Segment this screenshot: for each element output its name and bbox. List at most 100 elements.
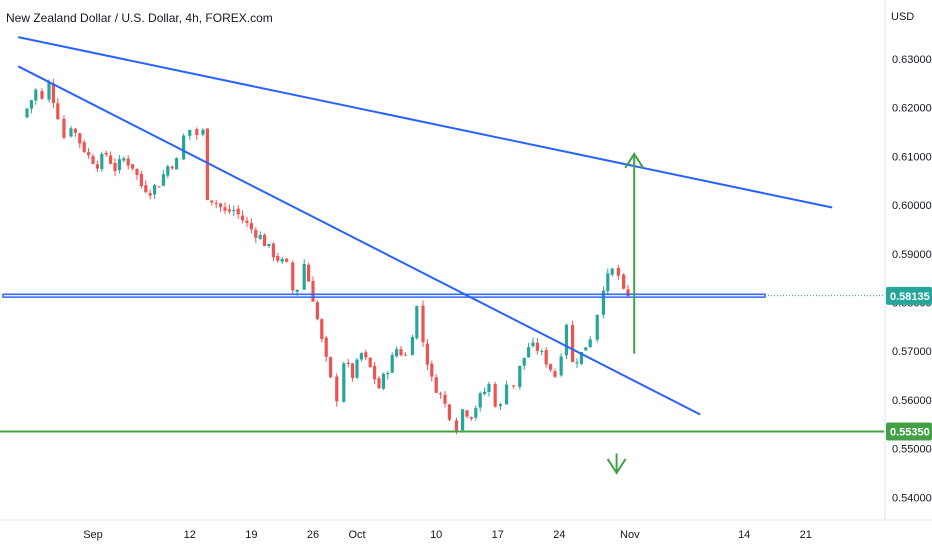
time-tick-label: 12 bbox=[184, 529, 196, 541]
candle-body bbox=[188, 129, 192, 136]
candle-body bbox=[126, 158, 130, 166]
candle-body bbox=[271, 243, 275, 258]
candle-body bbox=[579, 351, 583, 364]
candle-body bbox=[104, 152, 108, 155]
price-badge-label: 0.55350 bbox=[890, 427, 930, 439]
price-tick-label: 0.57000 bbox=[892, 346, 932, 358]
candle-body bbox=[227, 209, 231, 212]
candle-body bbox=[307, 264, 311, 282]
candle-body bbox=[595, 314, 599, 340]
candle-body bbox=[263, 234, 267, 247]
candle-body bbox=[122, 158, 126, 161]
candle-body bbox=[135, 168, 139, 175]
candle-body bbox=[73, 128, 77, 133]
candle-body bbox=[148, 193, 152, 196]
candle-body bbox=[487, 384, 491, 392]
candle-body bbox=[285, 258, 289, 262]
candle-body bbox=[377, 378, 381, 389]
candle-body bbox=[166, 166, 170, 176]
candle-body bbox=[447, 404, 451, 420]
time-tick-label: 24 bbox=[553, 529, 565, 541]
time-axis[interactable]: Sep 12 19 26 Oct 10 17 24 Nov 14 21 bbox=[83, 529, 812, 541]
candle-body bbox=[201, 129, 205, 135]
candle-body bbox=[564, 324, 569, 356]
candle-body bbox=[364, 352, 368, 358]
candle-body bbox=[34, 89, 38, 101]
candle-body bbox=[320, 319, 324, 339]
candle-body bbox=[100, 153, 104, 170]
candle-body bbox=[355, 359, 359, 378]
candle-body bbox=[461, 409, 465, 431]
candle-body bbox=[78, 133, 82, 144]
candle-body bbox=[443, 394, 447, 404]
candle-body bbox=[483, 391, 487, 395]
candle-body bbox=[390, 355, 394, 373]
candle-body bbox=[421, 305, 425, 343]
candle-body bbox=[315, 302, 319, 320]
time-tick-label: 21 bbox=[800, 529, 812, 541]
candle-body bbox=[540, 350, 544, 352]
candle-body bbox=[254, 229, 258, 238]
trendline[interactable] bbox=[17, 36, 833, 209]
candle-body bbox=[588, 339, 592, 348]
candle-body bbox=[544, 350, 548, 365]
candle-body bbox=[399, 349, 403, 356]
price-tick-label: 0.56000 bbox=[892, 395, 932, 407]
candle-body bbox=[584, 347, 588, 351]
candle-body bbox=[430, 363, 434, 377]
time-tick-label: 19 bbox=[245, 529, 257, 541]
candle-body bbox=[236, 208, 240, 215]
time-tick-label: 14 bbox=[738, 529, 750, 541]
price-tick-label: 0.63000 bbox=[892, 54, 932, 66]
candle-body bbox=[295, 289, 299, 292]
candle-body bbox=[381, 373, 385, 389]
candle-body bbox=[131, 164, 135, 169]
resistance-band[interactable] bbox=[2, 293, 766, 298]
candle-body bbox=[549, 364, 553, 370]
time-tick-label: Nov bbox=[620, 529, 640, 541]
price-tick-label: 0.54000 bbox=[892, 492, 932, 504]
candle-body bbox=[616, 267, 620, 276]
candle-body bbox=[161, 174, 165, 186]
candle-body bbox=[403, 354, 407, 356]
candle-body bbox=[91, 156, 95, 164]
price-tick-label: 0.59000 bbox=[892, 249, 932, 261]
candle-body bbox=[465, 410, 469, 417]
candle-body bbox=[249, 223, 253, 230]
trendline[interactable] bbox=[17, 65, 701, 416]
candle-body bbox=[351, 363, 355, 378]
candle-body bbox=[195, 129, 199, 136]
candle-body bbox=[522, 357, 526, 366]
candle-body bbox=[25, 108, 29, 118]
candle-body bbox=[56, 103, 60, 120]
candle-body bbox=[505, 384, 509, 405]
candle-body bbox=[210, 200, 214, 203]
price-tick-label: 0.61000 bbox=[892, 151, 932, 163]
candle-body bbox=[175, 158, 179, 170]
candle-body bbox=[258, 235, 262, 239]
candle-body bbox=[527, 347, 531, 358]
candle-body bbox=[386, 373, 390, 375]
arrow-head bbox=[624, 152, 645, 169]
arrow-head bbox=[606, 458, 627, 475]
candle-body bbox=[276, 255, 280, 261]
price-badges: 0.58135 0.55350 bbox=[886, 286, 932, 441]
candle-body bbox=[622, 274, 626, 289]
candle-body bbox=[553, 371, 557, 377]
candle-body bbox=[425, 343, 429, 365]
candles-layer bbox=[25, 78, 630, 435]
candle-body bbox=[205, 128, 209, 200]
candle-body bbox=[342, 363, 346, 402]
time-tick-label: Oct bbox=[348, 529, 365, 541]
candle-body bbox=[87, 152, 91, 156]
candle-body bbox=[153, 185, 157, 195]
candle-body bbox=[280, 258, 284, 262]
candle-body bbox=[359, 353, 363, 360]
candle-body bbox=[601, 290, 605, 315]
candle-body bbox=[219, 203, 223, 208]
candle-body bbox=[434, 377, 438, 393]
candle-body bbox=[535, 342, 539, 351]
candle-body bbox=[469, 417, 473, 419]
candle-body bbox=[512, 385, 516, 387]
